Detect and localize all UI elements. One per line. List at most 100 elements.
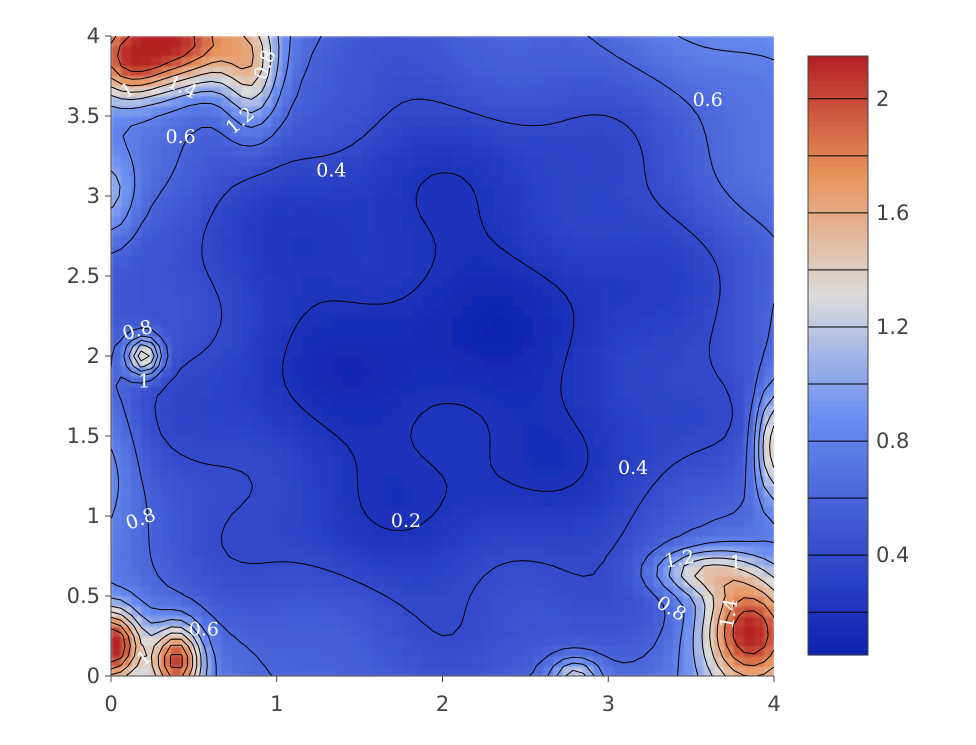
heat-cell [713,446,725,457]
heat-cell [151,636,162,647]
heat-cell [553,156,564,167]
heat-cell [301,516,313,527]
heat-cell [131,96,142,107]
heat-cell [663,96,675,107]
heat-cell [482,496,494,507]
heat-cell [181,566,192,577]
heat-cell [583,126,594,137]
heat-cell [633,226,645,237]
heat-cell [462,296,474,307]
heat-cell [502,106,514,117]
heat-cell [683,626,695,637]
heat-cell [583,636,594,647]
colorbar-band [808,395,868,402]
heat-cell [281,426,293,437]
heat-cell [412,576,424,587]
heat-cell [131,336,142,347]
heat-cell [613,116,624,127]
heat-cell [181,486,192,497]
heat-cell [402,276,413,287]
y-tick-label: 0 [87,664,100,688]
heat-cell [573,106,584,117]
heat-cell [382,296,393,307]
heat-cell [492,576,504,587]
heat-cell [542,406,554,417]
heat-cell [472,36,484,47]
heat-cell [301,96,313,107]
heat-cell [291,596,303,607]
heat-cell [301,136,313,147]
heat-cell [171,396,182,407]
heat-cell [121,586,132,597]
heat-cell [301,216,313,227]
heat-cell [653,166,665,177]
colorbar-band [808,255,868,262]
heat-cell [372,316,383,327]
heat-cell [251,616,263,627]
heat-cell [482,656,494,667]
heat-cell [171,296,182,307]
heat-cell [522,46,534,57]
heat-cell [613,456,624,467]
heat-cell [673,366,685,377]
heat-cell [542,296,554,307]
heat-cell [613,526,624,537]
heat-cell [231,536,243,547]
heat-cell [321,226,333,237]
heat-cell [603,86,614,97]
heat-cell [512,36,524,47]
heat-cell [161,556,172,567]
heat-cell [251,36,263,47]
heat-cell [653,576,665,587]
heat-cell [211,606,223,617]
colorbar-band [808,600,868,606]
heat-cell [723,76,735,87]
heat-cell [753,606,765,617]
heat-cell [653,316,665,327]
heat-cell [573,136,584,147]
heat-cell [432,186,444,197]
heat-cell [151,546,162,557]
heat-cell [422,46,434,57]
heat-cell [271,146,283,157]
heat-cell [683,136,695,147]
heat-cell [171,116,182,127]
heat-cell [321,196,333,207]
colorbar-band [808,445,868,451]
heat-cell [402,216,413,227]
heat-cell [261,246,273,257]
heat-cell [753,666,765,676]
heat-cell [683,306,695,317]
heat-cell [342,86,353,97]
heat-cell [432,36,444,47]
heat-cell [633,546,645,557]
heat-cell [131,216,142,227]
heat-cell [332,586,343,597]
heat-cell [653,386,665,397]
heat-cell [291,166,303,177]
heat-cell [332,626,343,637]
heat-cell [362,626,373,637]
heat-cell [111,466,122,477]
heat-cell [402,456,413,467]
colorbar-band [808,345,868,352]
heat-cell [111,436,122,447]
heat-cell [392,606,403,617]
heat-cell [332,176,343,187]
heat-cell [342,396,353,407]
heat-cell [231,426,243,437]
heat-cell [763,106,774,117]
heat-cell [241,56,253,67]
heat-cell [392,126,403,137]
heat-cell [643,256,655,267]
heat-cell [332,56,343,67]
heat-cell [311,96,323,107]
heat-cell [763,456,774,467]
heat-cell [753,236,765,247]
heat-cell [412,366,424,377]
heat-cell [482,506,494,517]
heat-cell [462,376,474,387]
heat-cell [462,396,474,407]
heat-cell [352,286,363,297]
heat-cell [301,276,313,287]
